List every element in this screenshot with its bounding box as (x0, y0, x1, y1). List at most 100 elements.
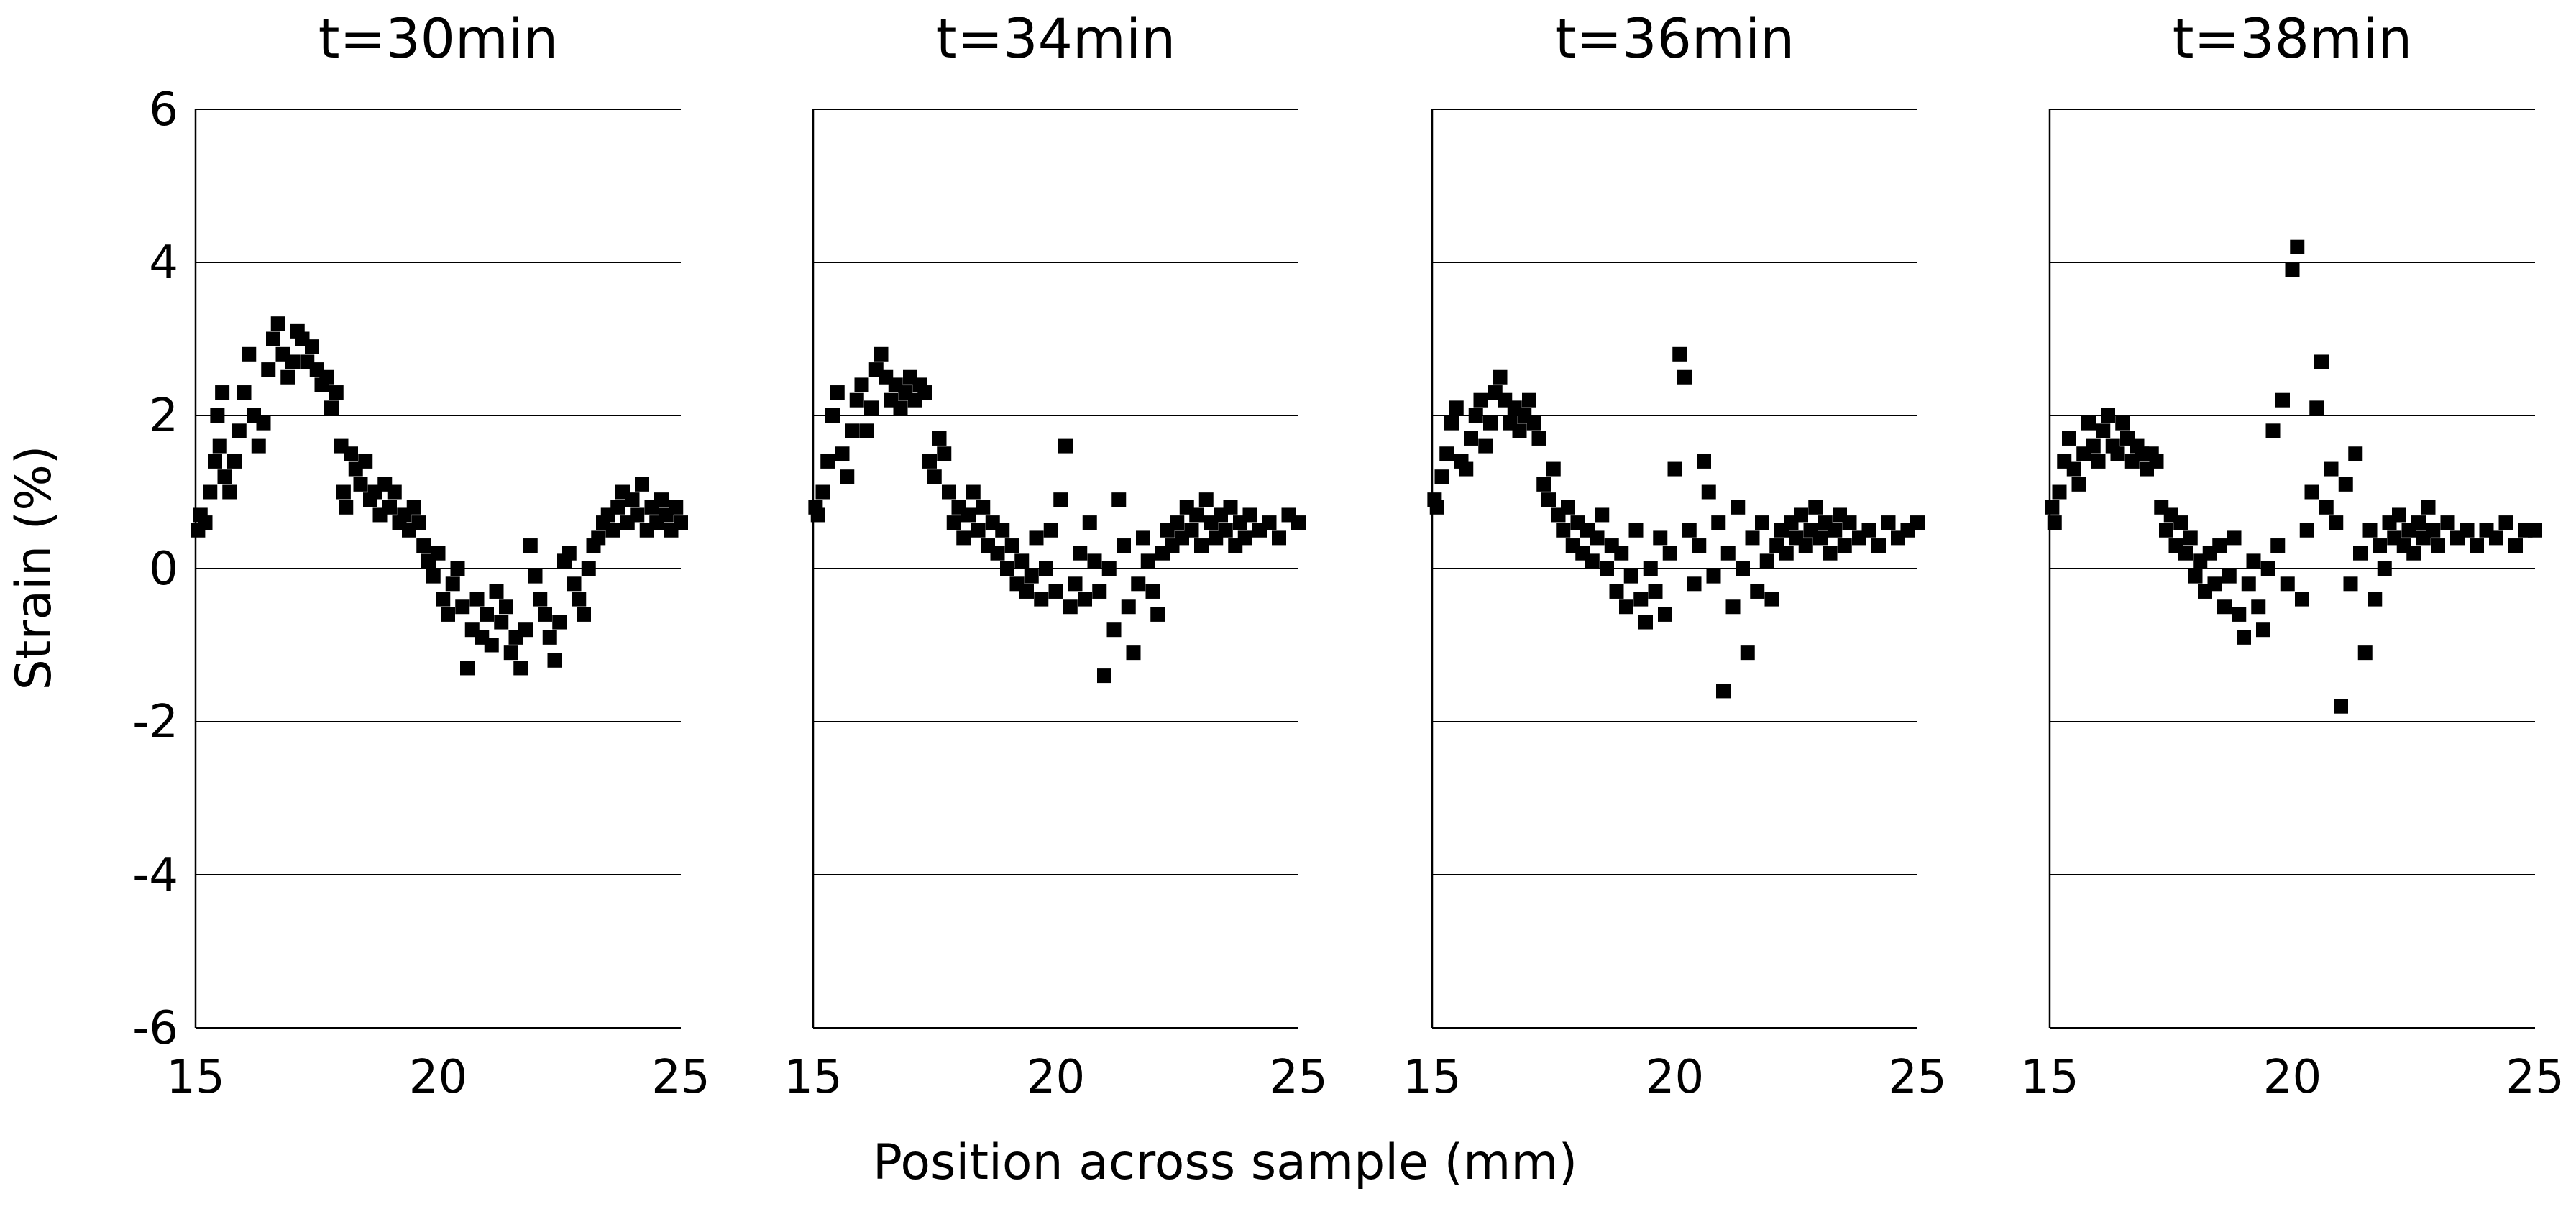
data-point (2071, 477, 2086, 492)
data-point (1117, 538, 1131, 553)
data-point (1638, 615, 1653, 630)
x-tick-label: 20 (2263, 1051, 2321, 1104)
data-point (610, 500, 625, 515)
data-point (280, 369, 295, 385)
data-point (1643, 561, 1658, 576)
data-point (893, 400, 908, 415)
data-point (1609, 584, 1624, 599)
data-point (810, 507, 825, 523)
data-point (1449, 400, 1464, 415)
y-tick-label: 0 (149, 543, 178, 596)
data-point (1087, 553, 1102, 569)
data-point (2173, 515, 2188, 530)
data-point (1092, 584, 1107, 599)
x-tick-label: 25 (2506, 1051, 2564, 1104)
data-point (2377, 561, 2392, 576)
data-point (1808, 500, 1823, 515)
data-point (625, 492, 640, 507)
data-point (927, 469, 942, 484)
data-point (2309, 400, 2324, 415)
data-point (1677, 369, 1692, 385)
data-point (956, 530, 971, 546)
data-point (1813, 530, 1828, 546)
data-point (1198, 492, 1214, 507)
data-point (208, 454, 222, 469)
data-point (2149, 454, 2164, 469)
data-point (2081, 415, 2096, 431)
data-point (484, 638, 499, 653)
data-point (489, 584, 504, 599)
data-point (358, 454, 373, 469)
panel-title: t=34min (936, 6, 1176, 70)
data-point (1145, 584, 1160, 599)
data-point (966, 484, 981, 500)
data-point (2295, 592, 2309, 607)
data-point (518, 622, 533, 638)
data-point (1111, 492, 1127, 507)
data-point (547, 653, 562, 668)
data-point (1526, 415, 1541, 431)
data-point (1633, 592, 1649, 607)
data-point (1262, 515, 1277, 530)
data-point (815, 484, 830, 500)
data-point (830, 385, 845, 400)
data-point (2110, 446, 2125, 461)
data-point (922, 454, 937, 469)
data-point (538, 607, 552, 622)
data-point (494, 615, 509, 630)
data-point (480, 607, 494, 622)
data-point (2498, 515, 2513, 530)
data-point (2178, 546, 2193, 561)
data-point (1170, 515, 1185, 530)
data-point (2411, 515, 2426, 530)
data-point (2222, 569, 2237, 584)
data-point (1131, 576, 1146, 592)
data-point (1136, 530, 1150, 546)
data-point (319, 369, 334, 385)
x-tick-label: 20 (1646, 1051, 1704, 1104)
data-point (562, 546, 577, 561)
data-point (1097, 668, 1111, 684)
data-point (2159, 523, 2173, 538)
data-point (1073, 546, 1088, 561)
data-point (1237, 530, 1252, 546)
data-point (2237, 630, 2251, 645)
data-point (825, 408, 840, 423)
data-point (654, 492, 669, 507)
data-point (1522, 392, 1536, 408)
data-point (1034, 592, 1049, 607)
data-points (1427, 346, 1925, 699)
data-point (1556, 523, 1571, 538)
data-point (450, 561, 465, 576)
data-point (1014, 553, 1030, 569)
data-point (2362, 523, 2378, 538)
data-point (2528, 523, 2542, 538)
data-point (1881, 515, 1896, 530)
data-point (266, 331, 280, 346)
x-tick-label: 25 (1888, 1051, 1946, 1104)
data-point (2101, 408, 2115, 423)
data-point (210, 408, 225, 423)
data-point (1600, 561, 1614, 576)
data-point (2183, 530, 2198, 546)
data-point (217, 469, 232, 484)
data-point (2091, 454, 2106, 469)
data-point (2329, 515, 2344, 530)
data-point (1223, 500, 1238, 515)
data-point (198, 515, 213, 530)
data-point (1672, 346, 1687, 362)
data-point (1000, 561, 1014, 576)
x-tick-label: 15 (2020, 1051, 2078, 1104)
data-point (591, 530, 606, 546)
data-point (499, 599, 513, 615)
data-point (1048, 584, 1063, 599)
data-point (874, 346, 889, 362)
data-point (1653, 530, 1668, 546)
data-point (1648, 584, 1663, 599)
data-point (2227, 530, 2242, 546)
data-point (2260, 561, 2275, 576)
data-point (1842, 515, 1857, 530)
data-point (1512, 423, 1527, 438)
data-point (942, 484, 956, 500)
